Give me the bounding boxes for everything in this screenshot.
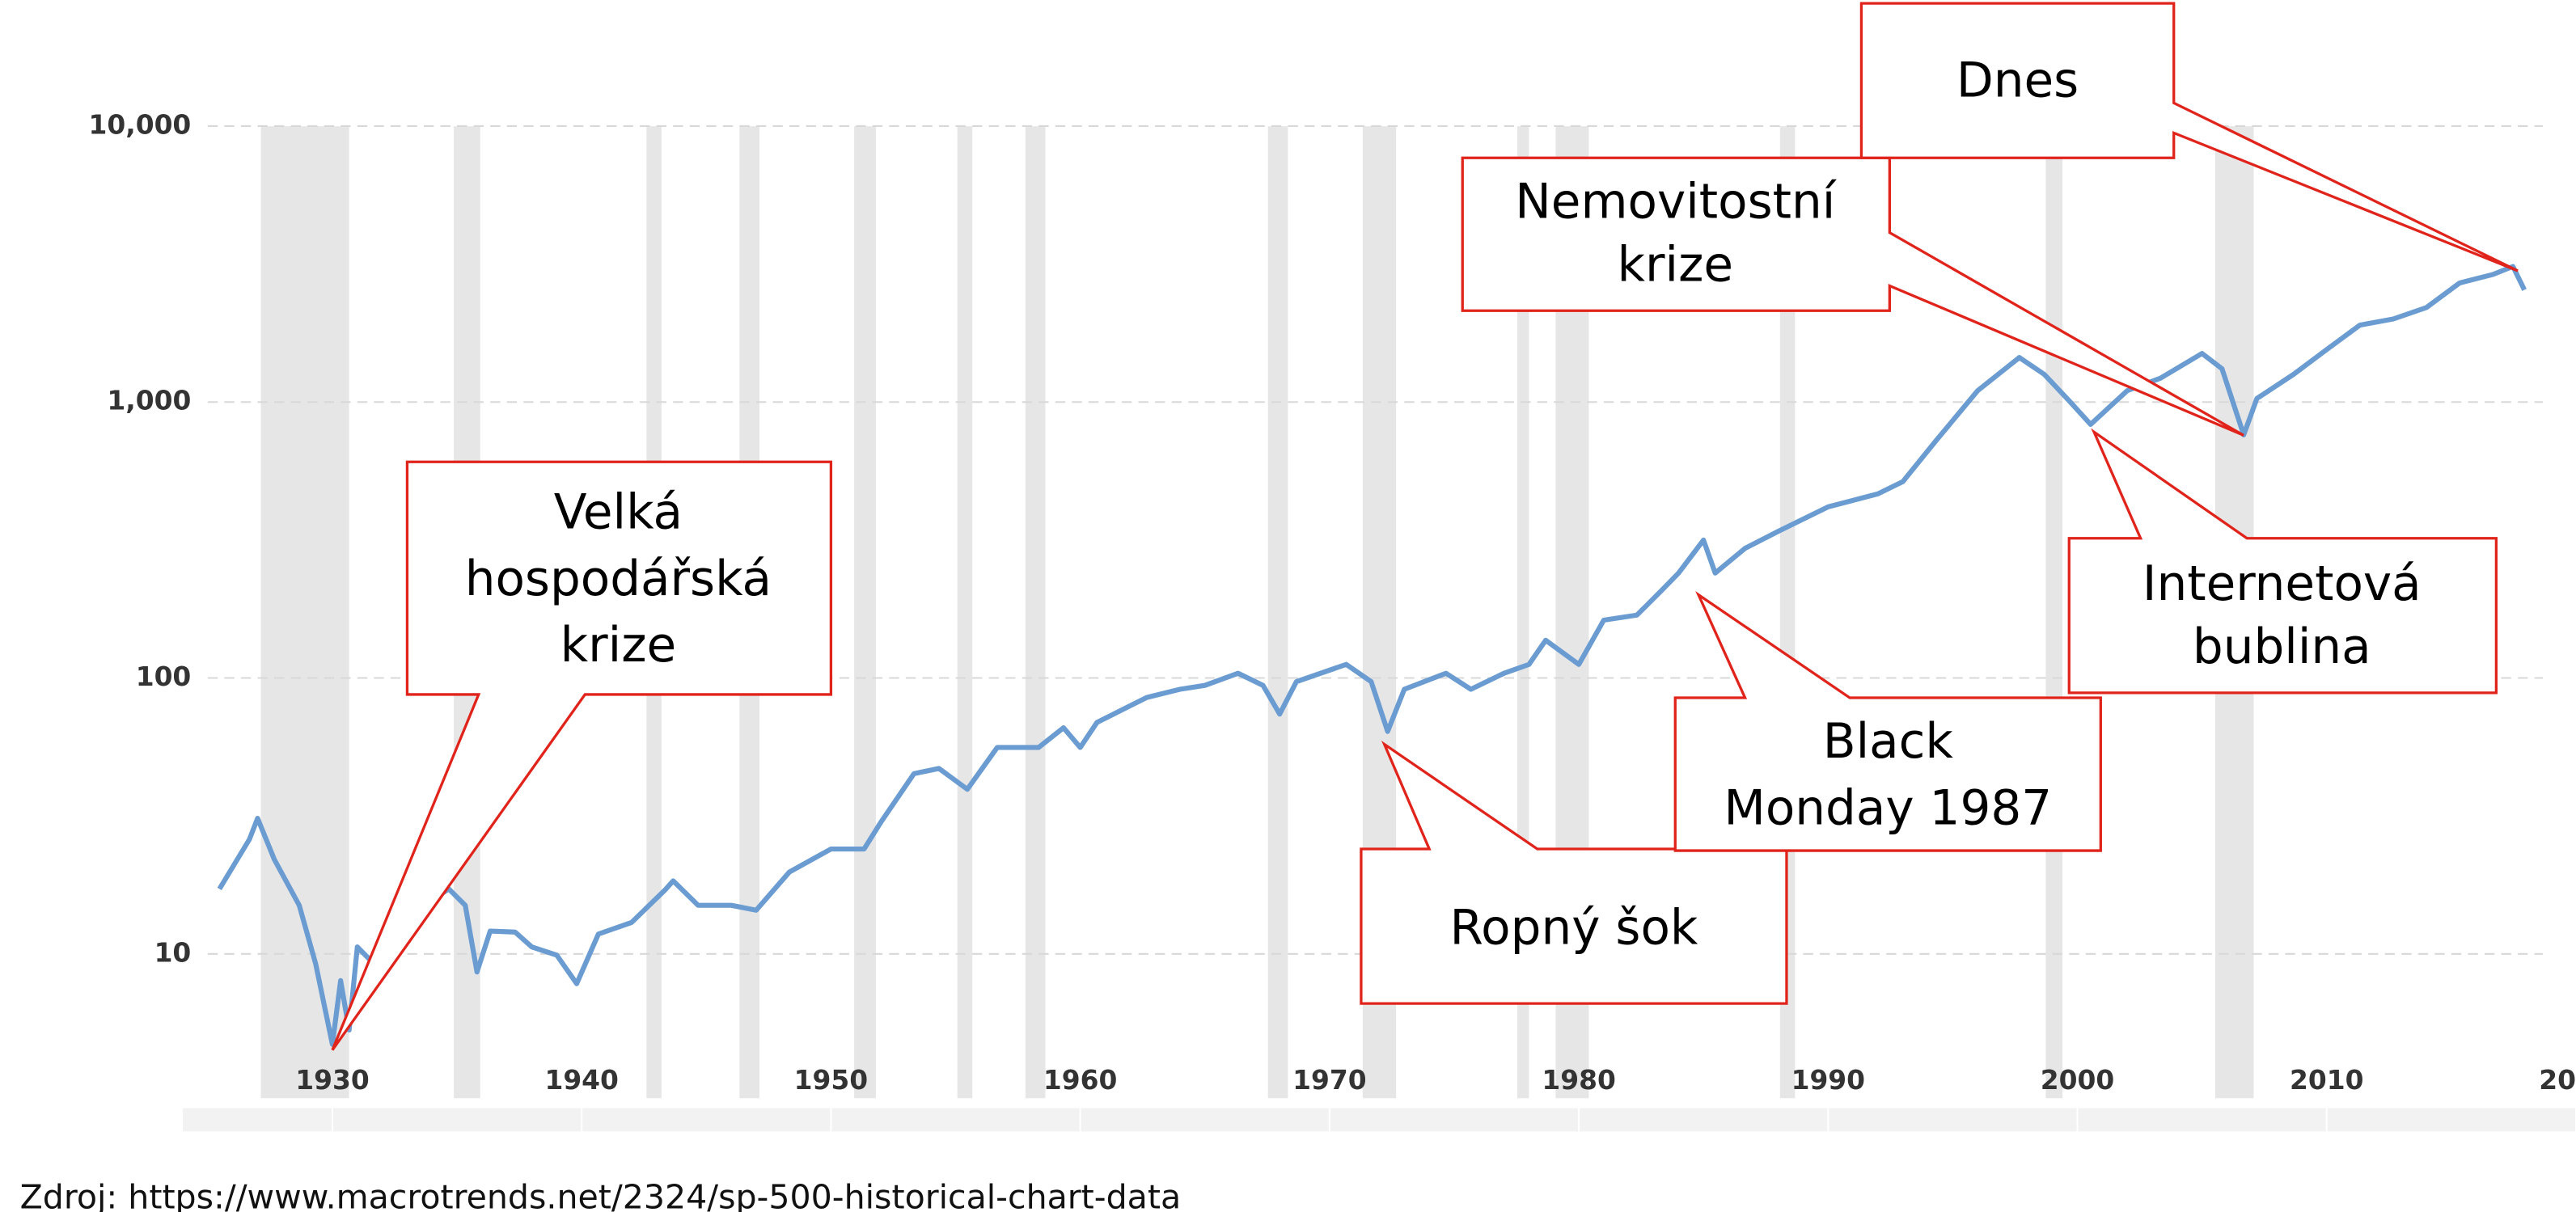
x-tick-label: 2000 xyxy=(2041,1064,2114,1096)
callout-text: bublina xyxy=(2193,619,2371,675)
callout-text: Black xyxy=(1823,714,1954,770)
recession-band xyxy=(957,126,973,1099)
recession-band xyxy=(1025,126,1046,1099)
callout-text: Ropný šok xyxy=(1449,900,1698,956)
callout-box xyxy=(331,460,833,1051)
recession-band xyxy=(2045,126,2063,1099)
axis-strip xyxy=(183,1108,2576,1132)
callout-box xyxy=(1461,156,2244,437)
callout-text: Internetová xyxy=(2142,556,2422,612)
y-tick-label: 10,000 xyxy=(88,108,191,140)
x-tick-label: 1930 xyxy=(295,1064,369,1096)
callout-text: Velká xyxy=(554,485,683,541)
callout-text: Monday 1987 xyxy=(1724,780,2052,836)
y-tick-label: 10 xyxy=(154,936,192,968)
callouts: Velká hospodářská krize Ropný šok Black … xyxy=(331,2,2519,1051)
y-tick-label: 1,000 xyxy=(107,385,191,416)
y-tick-label: 100 xyxy=(136,661,192,692)
callout-box xyxy=(1859,2,2519,272)
x-tick-label: 1980 xyxy=(1542,1064,1615,1096)
price-line xyxy=(217,264,2527,1047)
x-tick-label: 1960 xyxy=(1043,1064,1117,1096)
callout-text: krize xyxy=(560,618,676,674)
source-note: Zdroj: https://www.macrotrends.net/2324/… xyxy=(20,1178,1181,1212)
x-tick-label: 2010 xyxy=(2290,1064,2363,1096)
callout-text: krize xyxy=(1618,237,1733,293)
x-tick-label: 2020 xyxy=(2539,1064,2576,1096)
x-tick-label: 1970 xyxy=(1292,1064,1366,1096)
callout-text: hospodářská xyxy=(465,551,772,607)
callout-text: Dnes xyxy=(1956,53,2079,108)
recession-band xyxy=(1267,126,1288,1099)
callout-text: Nemovitostní xyxy=(1515,174,1837,230)
recession-band xyxy=(260,126,349,1099)
callout-box xyxy=(2067,428,2498,695)
x-tick-label: 1990 xyxy=(1791,1064,1865,1096)
callout-box xyxy=(1360,741,1788,1005)
recession-band xyxy=(854,126,876,1099)
x-tick-label: 1940 xyxy=(544,1064,618,1096)
callout-box xyxy=(1673,590,2102,852)
x-tick-label: 1950 xyxy=(794,1064,868,1096)
